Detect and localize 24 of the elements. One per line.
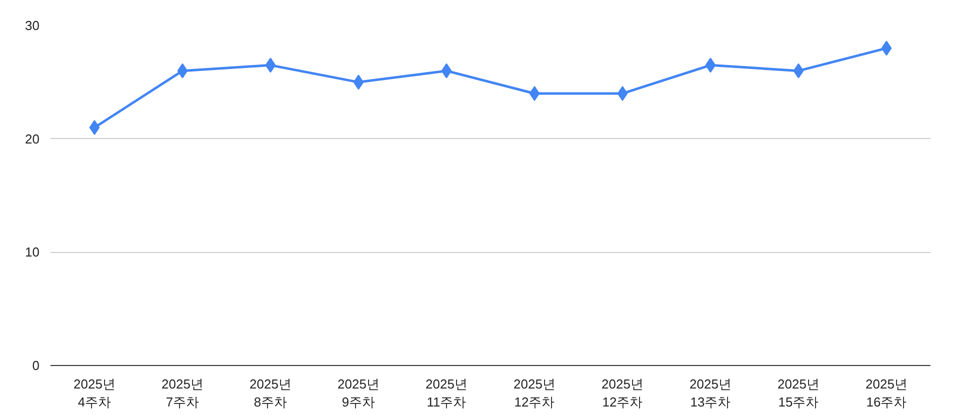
x-tick-label: 2025년 8주차 [250,376,292,410]
y-tick-label: 0 [32,358,40,373]
x-tick-label: 2025년 12주차 [602,376,644,410]
point [89,120,100,135]
point [177,63,188,78]
point [793,63,804,78]
x-tick-label: 2025년 12주차 [514,376,556,410]
x-tick-label: 2025년 11주차 [426,376,468,410]
point [265,58,276,73]
point [705,58,716,73]
x-tick-label: 2025년 4주차 [74,376,116,410]
point [881,40,892,56]
x-tick-label: 2025년 7주차 [162,376,204,410]
x-tick-label: 2025년 13주차 [690,376,732,410]
y-tick-label: 10 [25,244,40,260]
x-tick-label: 2025년 16주차 [866,376,908,410]
x-tick-label: 2025년 9주차 [338,376,380,410]
y-tick-label: 30 [25,18,40,33]
point [441,63,452,78]
point [353,74,364,90]
x-tick-label: 2025년 15주차 [778,376,820,410]
point [617,86,628,101]
y-tick-label: 20 [25,131,40,146]
point [529,86,540,101]
